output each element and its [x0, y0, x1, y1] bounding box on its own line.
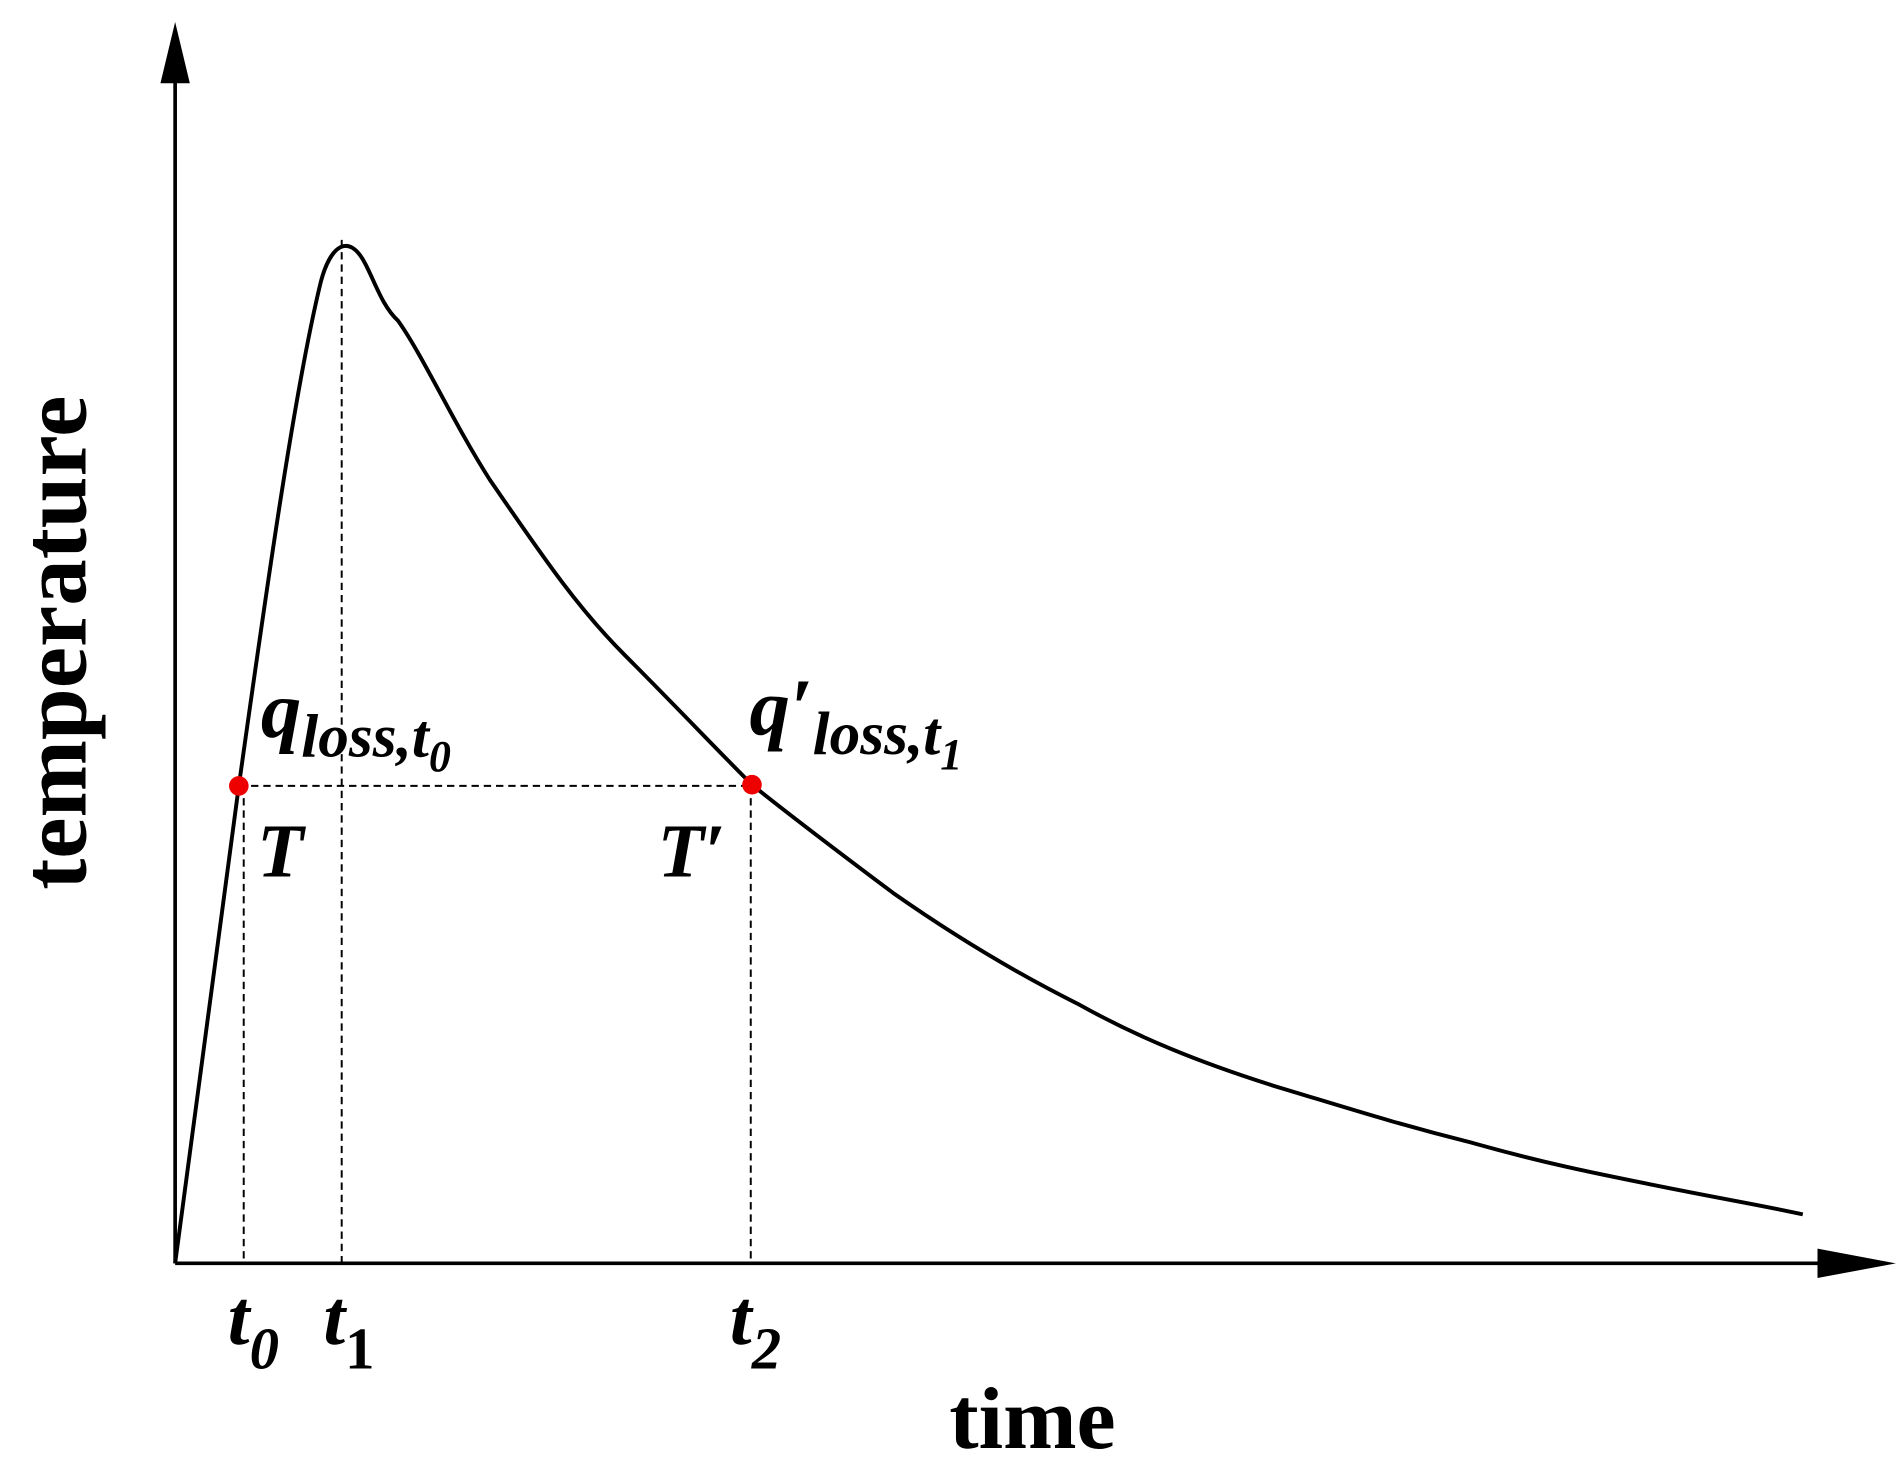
- point-marker: [229, 776, 249, 796]
- annotation-base: q′: [750, 664, 813, 753]
- time-mark-sub: 0: [250, 1317, 279, 1382]
- time-mark: t2: [730, 1274, 781, 1381]
- time-mark: t1: [323, 1274, 374, 1381]
- x-axis-label: time: [949, 1370, 1115, 1468]
- annotation-sub: loss,t: [301, 703, 431, 771]
- annotation-subsub: 1: [940, 730, 962, 779]
- point-label: T: [257, 810, 306, 894]
- x-axis-arrow: [1817, 1248, 1896, 1279]
- y-axis-arrow: [160, 22, 190, 84]
- annotation-sub: loss,t: [813, 700, 943, 768]
- point-label: T′: [658, 810, 726, 894]
- annotation-base: q: [261, 666, 301, 755]
- time-mark-base: t: [730, 1274, 754, 1361]
- time-mark-sub: 2: [751, 1317, 781, 1382]
- point-annotation: q′loss,t1: [750, 664, 963, 779]
- time-mark-base: t: [323, 1274, 347, 1361]
- time-mark: t0: [228, 1274, 279, 1381]
- point-annotation: qloss,t0: [261, 666, 451, 781]
- annotation-subsub: 0: [429, 732, 451, 781]
- guides: [238, 239, 752, 1264]
- point-marker: [742, 774, 762, 795]
- time-mark-sub: 1: [345, 1317, 374, 1382]
- time-mark-base: t: [228, 1274, 252, 1361]
- y-axis-label: temperature: [4, 396, 107, 890]
